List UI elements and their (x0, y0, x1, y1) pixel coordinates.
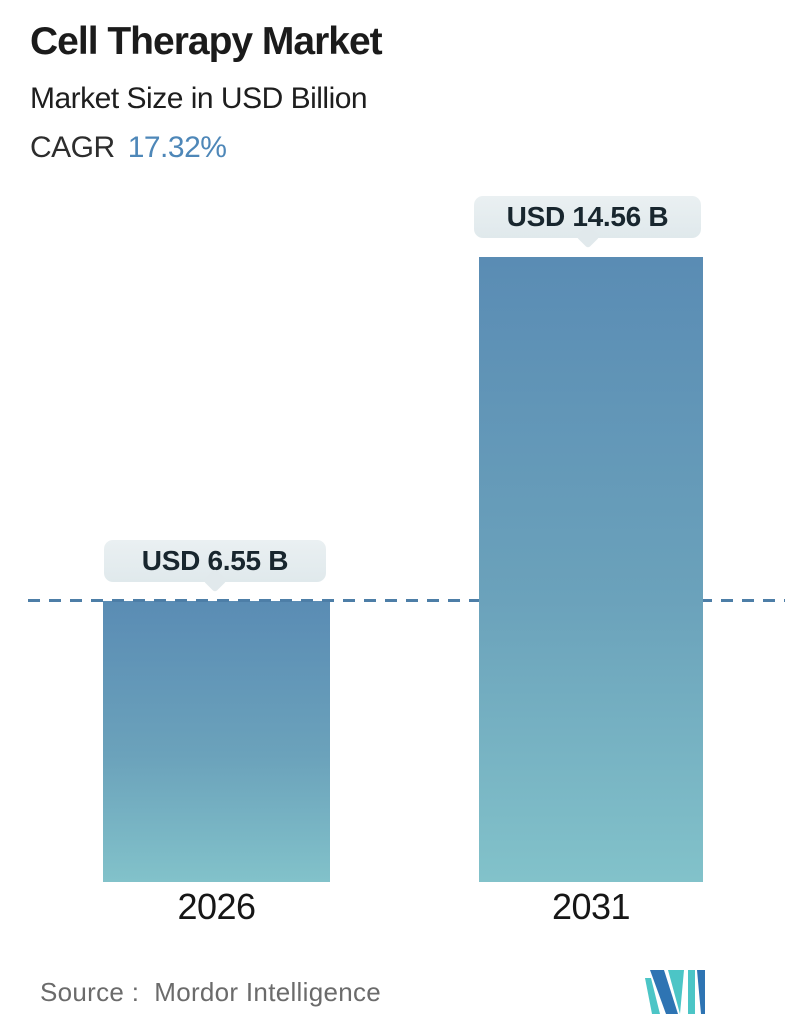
source-label: Source : (40, 976, 140, 1007)
chart-header: Cell Therapy Market Market Size in USD B… (30, 20, 383, 165)
cagr-value: 17.32% (127, 130, 227, 164)
mordor-intelligence-logo (645, 970, 705, 1014)
bar-2031 (479, 257, 703, 882)
page-title: Cell Therapy Market (30, 20, 383, 63)
cagr-label: CAGR (30, 130, 115, 164)
bar-2026 (103, 601, 330, 882)
cagr-row: CAGR 17.32% (30, 131, 382, 165)
source-value: Mordor Intelligence (154, 976, 382, 1007)
axis-label-2031: 2031 (551, 886, 631, 927)
footer: Source : Mordor Intelligence (40, 968, 706, 1016)
reference-dashed-line (28, 599, 785, 602)
source-line: Source : Mordor Intelligence (40, 977, 381, 1008)
axis-label-2026: 2026 (177, 886, 256, 927)
value-badge-2031: USD 14.56 B (474, 196, 701, 249)
value-badge-2026: USD 6.55 B (104, 540, 326, 593)
chart-subtitle: Market Size in USD Billion (30, 81, 368, 115)
